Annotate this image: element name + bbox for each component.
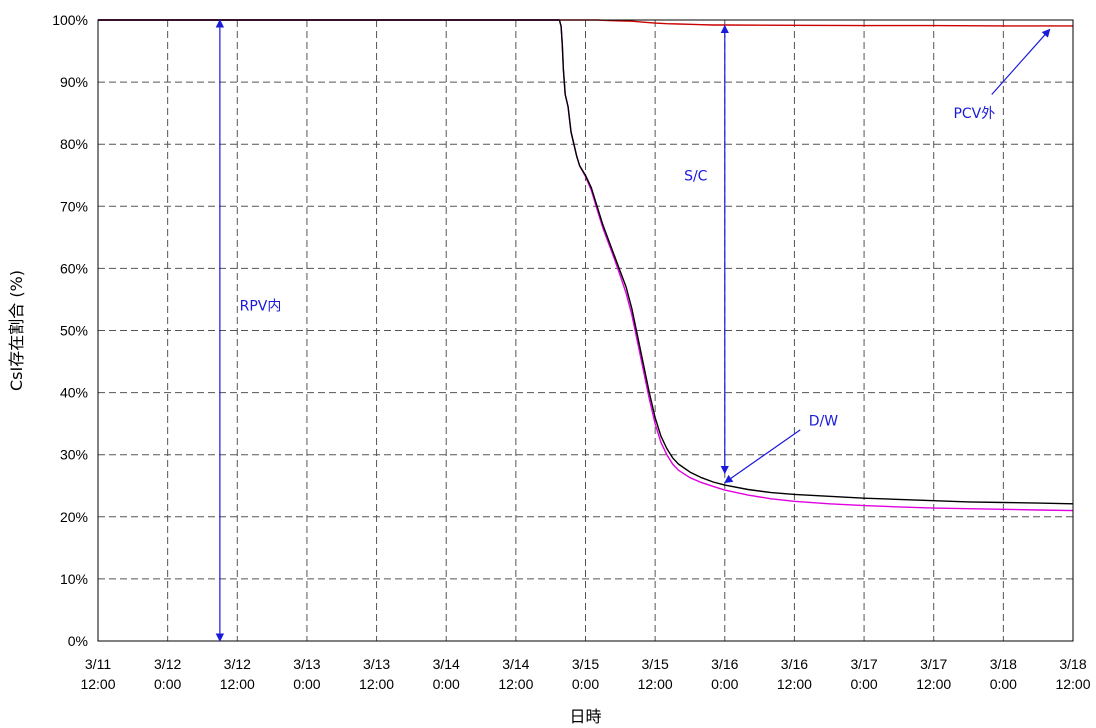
x-tick-label-time: 12:00 [1055, 676, 1090, 692]
annotation-label: RPV内 [240, 299, 282, 315]
annotation-label: D/W [809, 414, 838, 430]
y-tick-label: 50% [60, 323, 88, 339]
y-tick-label: 80% [60, 136, 88, 152]
y-tick-label: 0% [68, 633, 88, 649]
x-tick-label-date: 3/18 [990, 656, 1017, 672]
x-tick-label-date: 3/17 [920, 656, 947, 672]
tick-labels: 0% 10% 20% 30% 40% 50% 60% 70% 80% 90% 100% 3/11 12:… [52, 12, 1091, 692]
y-tick-label: 100% [52, 12, 88, 28]
x-tick-label-time: 12:00 [777, 676, 812, 692]
annotation-label: S/C [684, 168, 708, 184]
x-tick-label-time: 12:00 [498, 676, 533, 692]
x-tick-label-time: 0:00 [154, 676, 181, 692]
x-tick-label-date: 3/12 [154, 656, 181, 672]
x-tick-label-date: 3/16 [711, 656, 738, 672]
x-tick-label-date: 3/15 [572, 656, 599, 672]
x-tick-label-date: 3/13 [293, 656, 320, 672]
x-tick-label-time: 0:00 [711, 676, 738, 692]
y-tick-label: 60% [60, 260, 88, 276]
annotation-label: PCV外 [953, 106, 995, 122]
annotations: RPV内 S/C D/W PCV外 [240, 106, 996, 429]
x-tick-label-date: 3/12 [224, 656, 251, 672]
x-tick-label-date: 3/13 [363, 656, 390, 672]
y-tick-label: 30% [60, 447, 88, 463]
y-tick-label: 10% [60, 571, 88, 587]
series-line-2 [98, 19, 1074, 505]
pointer-arrow [724, 429, 801, 484]
x-tick-label-date: 3/11 [85, 656, 111, 672]
x-tick-label-time: 12:00 [220, 676, 255, 692]
x-tick-label-date: 3/17 [850, 656, 877, 672]
x-tick-label-time: 0:00 [572, 676, 599, 692]
y-tick-label: 90% [60, 74, 88, 90]
series-line-1 [98, 19, 1073, 27]
y-tick-label: 70% [60, 198, 88, 214]
y-axis-title: CsI存在割合 (%) [7, 270, 26, 391]
y-tick-label: 20% [60, 509, 88, 525]
x-axis-title: 日時 [569, 707, 601, 726]
x-tick-label-date: 3/18 [1059, 656, 1086, 672]
x-tick-label-date: 3/15 [642, 656, 669, 672]
x-tick-label-time: 12:00 [80, 676, 115, 692]
x-tick-label-time: 0:00 [433, 676, 460, 692]
x-tick-label-time: 0:00 [850, 676, 877, 692]
x-tick-label-time: 0:00 [990, 676, 1017, 692]
x-tick-label-date: 3/14 [502, 656, 529, 672]
x-tick-label-date: 3/16 [781, 656, 808, 672]
x-tick-label-date: 3/14 [433, 656, 460, 672]
pointer-arrow [991, 28, 1051, 95]
annotation-arrows [215, 19, 1051, 642]
gridlines [98, 20, 1073, 641]
series-lines [98, 19, 1074, 512]
x-tick-label-time: 12:00 [916, 676, 951, 692]
x-tick-label-time: 12:00 [638, 676, 673, 692]
plot-frame [97, 19, 1074, 642]
x-tick-label-time: 12:00 [359, 676, 394, 692]
x-tick-label-time: 0:00 [293, 676, 320, 692]
y-tick-label: 40% [60, 385, 88, 401]
